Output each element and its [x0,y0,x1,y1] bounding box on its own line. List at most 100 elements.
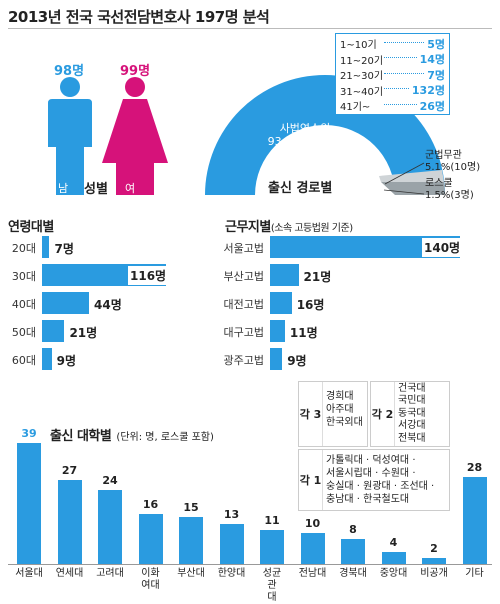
univ-name: 국민대 [398,395,426,407]
legend-label: 1~10기 [340,40,377,52]
bar-value: 140명 [422,238,463,257]
bar-label: 50대 [11,326,36,339]
pie-label-lawschool-pct: 1.5%(3명) [425,190,474,201]
region-chart: 서울고법 140명 부산고법 21명 대전고법 16명 대구고법 11명 광주고법 9명 [210,234,500,374]
region-subtitle: (소속 고등법원 기준) [270,223,353,234]
tick-label: 중앙대 [379,568,408,579]
legend-row: 41기~ 26명 [340,98,445,114]
bar [462,477,487,564]
x-axis-line [8,564,492,565]
bar [381,551,406,564]
univ-name: 서강대 [398,420,426,432]
bar [98,489,122,564]
bar-label: 60대 [11,354,36,367]
bar [57,480,82,564]
tick-label: 경북대 [339,568,367,579]
legend-row: 1~10기 5명 [340,36,445,52]
university-chart: 39 서울대 27 연세대 24 고려대 16 이화 여대 15 부산대 13 한양대 11 성균 관 대… [0,425,500,603]
legend-row: 11~20기 14명 [340,52,445,68]
pie-label-military-name: 군법무관 [425,150,462,161]
bar-value: 15 [183,501,199,515]
bar-value: 8 [349,523,357,537]
each1-tag: 각 1 [299,450,323,510]
page-title: 2013년 전국 국선전담변호사 197명 분석 [8,8,270,26]
legend-label: 11~20기 [340,55,384,67]
bar-label: 20대 [11,242,36,255]
univ-name: 서울시립대 · 수원대 · [326,468,416,479]
pie-label-military-pct: 5.1%(10명) [425,162,481,173]
bar-label: 40대 [11,298,36,311]
bar-value: 21명 [69,326,98,340]
bar-value: 11 [264,513,280,527]
each2-tag: 각 2 [371,382,395,446]
bar-value: 9명 [56,354,76,368]
tick-label: 부산대 [177,568,205,579]
legend-row: 21~30기 7명 [340,67,445,83]
bar-value: 2 [430,541,438,555]
bar [138,514,163,564]
each1-box: 각 1 가톨릭대 · 덕성여대 · 서울시립대 · 수원대 · 숭실대 · 원광… [298,449,450,511]
bar-value: 28 [466,461,483,475]
legend-label: 41기~ [340,102,371,114]
bar-value: 7명 [54,242,74,256]
legend-row: 31~40기 132명 [340,83,445,99]
univ-name: 전북대 [398,432,426,444]
tick-label: 기타 [465,568,484,579]
legend-value: 5명 [427,37,445,51]
university-subtitle: (단위: 명, 로스쿨 포함) [116,432,214,443]
pie-slice-military [381,182,445,195]
univ-name: 아주대 [326,404,354,415]
each3-tag: 각 3 [299,382,323,446]
univ-name: 가톨릭대 · 덕성여대 · [326,455,416,466]
each3-box: 각 3 경희대 아주대 한국외대 [298,381,368,447]
bar [300,532,325,564]
tick-label: 연세대 [55,568,84,579]
female-count: 99명 [120,64,151,79]
legend-label: 31~40기 [340,86,384,98]
legend-value: 14명 [419,53,445,67]
bar [270,264,299,286]
tick-label: 서울대 [15,568,43,579]
bar [270,236,460,258]
bar [341,539,365,564]
bar-label: 대전고법 [223,298,264,311]
bar-label: 부산고법 [223,270,264,283]
bar [17,443,41,564]
gender-label: 성별 [84,182,108,197]
term-legend: 1~10기 5명 11~20기 14명 21~30기 7명 31~40기 132명 41… [335,33,450,115]
bar-label: 30대 [11,270,36,283]
bar-value: 9명 [287,354,307,368]
each2-box: 각 2 건국대 국민대 동국대 서강대 전북대 [370,381,450,447]
bar-value: 27 [61,464,78,478]
bar [42,236,50,258]
bar [422,557,446,564]
univ-name: 한국외대 [326,417,363,428]
bar-value: 4 [389,535,398,549]
bar-value: 16 [142,498,159,512]
bar [42,320,65,342]
tick-label: 한양대 [217,568,246,579]
univ-name: 건국대 [398,383,426,394]
univ-name: 동국대 [398,407,426,419]
pie-slice-lawschool [379,170,444,182]
pie-label-lawschool-name: 로스쿨 [425,178,453,189]
bar [179,517,203,564]
female-tag: 여 [125,182,136,195]
bar-value: 39 [21,427,37,440]
bar-value: 116명 [128,266,169,285]
bar-label: 대구고법 [223,326,264,339]
univ-name: 충남대 · 한국철도대 [326,494,410,505]
bar [42,292,90,314]
bar-value: 13 [223,507,240,521]
tick-label: 전남대 [298,568,327,579]
bar-value: 16명 [296,298,325,312]
pie-label-judicial-pct: 93.4%(184명) [267,135,343,148]
bar-value: 11명 [289,326,318,340]
legend-value: 26명 [419,99,445,113]
university-title: 출신 대학별 (단위: 명, 로스쿨 포함) [50,429,214,444]
bar-value: 44명 [94,298,122,312]
bar-value: 24 [102,473,118,487]
bar [260,529,284,564]
age-chart: 20대 7명 30대 116명 40대 44명 50대 21명 60대 9명 [0,234,215,374]
male-count: 98명 [54,64,85,79]
